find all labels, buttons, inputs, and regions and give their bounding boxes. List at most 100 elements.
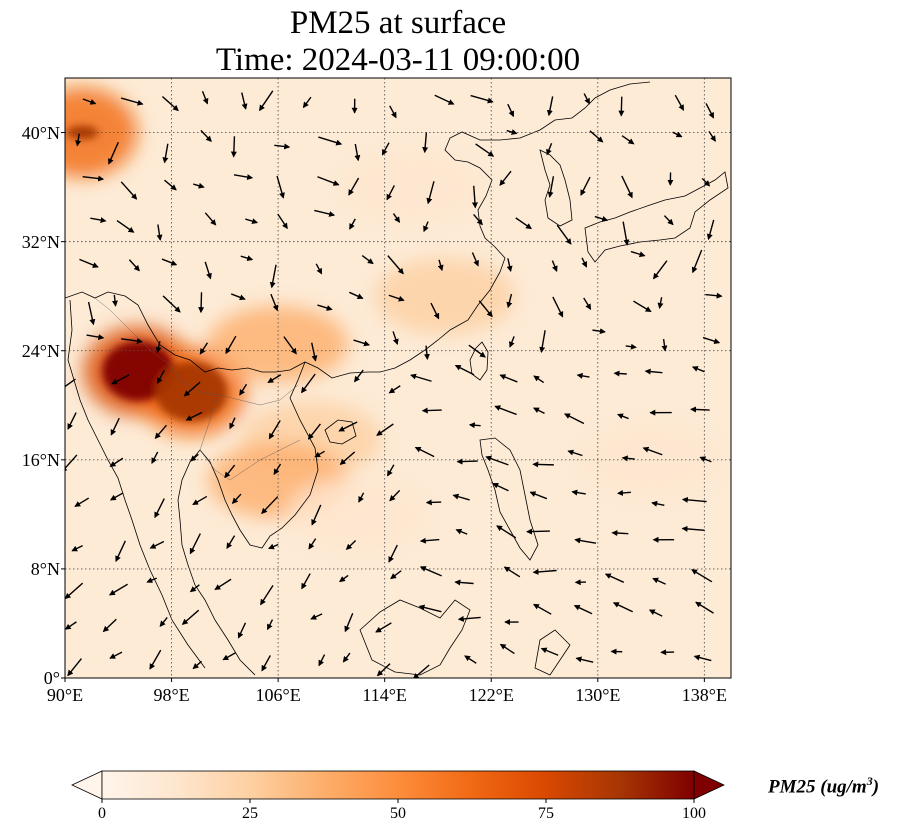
wind-arrow: [496, 525, 517, 539]
wind-arrow: [507, 103, 515, 118]
colorbar-label-close: ): [872, 776, 880, 798]
wind-arrow: [506, 258, 513, 273]
wind-arrow: [691, 249, 703, 274]
wind-arrow: [575, 656, 594, 663]
border-4: [199, 394, 221, 451]
china-coastline: [65, 81, 651, 379]
wind-arrow: [506, 293, 513, 309]
wind-arrow: [392, 213, 401, 223]
wind-arrow: [592, 328, 606, 335]
wind-arrow: [473, 214, 483, 226]
wind-arrow: [230, 136, 237, 158]
wind-arrow: [71, 545, 83, 552]
wind-arrow: [120, 181, 138, 200]
wind-arrow: [621, 455, 635, 462]
wind-arrow: [200, 129, 212, 142]
wind-arrow: [611, 530, 629, 537]
wind-arrow: [556, 224, 572, 245]
wind-arrow: [471, 252, 479, 267]
wind-arrow: [161, 258, 178, 266]
wind-arrow: [87, 301, 96, 326]
wind-arrow: [418, 604, 442, 613]
wind-arrow: [225, 335, 237, 355]
wind-arrow: [702, 336, 721, 345]
colorbar-tick-label: 100: [682, 805, 706, 822]
wind-arrow: [581, 257, 588, 268]
wind-arrow: [241, 92, 248, 110]
wind-arrow: [90, 217, 107, 224]
wind-arrow: [268, 543, 279, 550]
wind-arrow: [338, 421, 358, 432]
wind-arrow: [618, 96, 625, 117]
wind-arrow: [183, 381, 201, 397]
wind-arrow: [410, 373, 432, 382]
wind-arrow: [82, 98, 97, 105]
wind-arrow: [376, 423, 394, 436]
wind-arrow: [345, 539, 357, 550]
wind-arrow: [307, 423, 321, 440]
korea-coastline: [539, 149, 573, 227]
wind-arrow: [388, 294, 405, 302]
wind-arrow: [198, 292, 205, 314]
wind-vectors: [65, 90, 723, 678]
wind-arrow: [617, 413, 629, 420]
wind-arrow: [161, 96, 179, 112]
lat-label: 24°N: [21, 340, 60, 361]
wind-arrow: [310, 613, 323, 620]
wind-arrow: [214, 578, 232, 591]
colorbar-tick-label: 75: [538, 805, 554, 822]
wind-arrow: [576, 372, 590, 379]
wind-arrow: [108, 583, 128, 596]
wind-arrow: [260, 585, 274, 606]
wind-arrow: [162, 143, 169, 164]
japan-coastline: [584, 171, 729, 263]
wind-arrow: [648, 609, 663, 617]
wind-arrow: [426, 181, 435, 205]
wind-arrow: [154, 424, 167, 439]
wind-arrow: [317, 176, 340, 186]
wind-arrow: [388, 385, 401, 394]
lat-label: 32°N: [21, 231, 60, 252]
border-2: [179, 379, 299, 406]
wind-arrow: [108, 141, 119, 165]
wind-arrow: [525, 528, 550, 535]
wind-arrow: [268, 420, 281, 440]
wind-arrow: [478, 300, 493, 318]
wind-arrow: [361, 254, 374, 265]
wind-arrow: [387, 255, 404, 275]
wind-arrow: [109, 492, 124, 501]
wind-arrow: [204, 261, 212, 280]
wind-arrow: [546, 96, 554, 117]
wind-arrow: [691, 366, 705, 373]
wind-arrow: [388, 544, 398, 563]
wind-arrow: [349, 218, 356, 230]
wind-arrow: [414, 446, 435, 458]
wind-arrow: [314, 450, 325, 458]
wind-arrow: [199, 342, 209, 355]
wind-arrow: [594, 215, 609, 222]
wind-arrow: [344, 613, 354, 633]
lon-label: 98°E: [153, 685, 190, 705]
wind-arrow: [245, 218, 259, 225]
wind-arrow: [283, 336, 297, 355]
colorbar-tick-label: 0: [98, 805, 106, 822]
wind-arrow: [339, 451, 356, 466]
colorbar-extend-min: [71, 770, 103, 800]
map-subtitle-time: Time: 2024-03-11 09:00:00: [215, 42, 581, 78]
wind-arrow: [311, 504, 322, 526]
wind-arrow: [642, 446, 663, 456]
wind-arrow: [471, 185, 478, 209]
wind-arrow: [116, 219, 135, 233]
wind-arrow: [616, 489, 631, 496]
wind-arrow: [464, 655, 477, 664]
wind-arrow: [492, 482, 509, 492]
colorbar-label: PM25 (ug/m3): [768, 774, 879, 798]
wind-arrow: [551, 260, 558, 272]
wind-arrow: [339, 574, 349, 583]
wind-arrow: [164, 179, 177, 191]
wind-arrow: [652, 577, 666, 585]
wind-arrow: [681, 496, 707, 503]
wind-arrow: [269, 264, 277, 289]
wind-arrow: [318, 136, 343, 146]
wind-arrow: [109, 457, 124, 467]
